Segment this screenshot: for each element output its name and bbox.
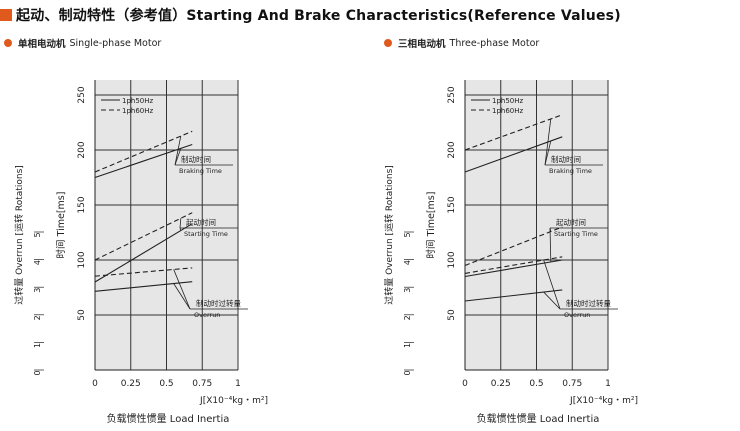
x-tick-label: 0.75 [192, 379, 212, 389]
annotation-leader-line [173, 269, 191, 310]
time-tick-label: 150 [447, 196, 457, 213]
annotation-leader-line [174, 136, 182, 166]
legend-label: 1ph50Hz [492, 97, 524, 105]
annotation-label-en: Starting Time [184, 230, 228, 238]
annotation-leader-line [549, 227, 552, 232]
legend-label: 1ph60Hz [492, 107, 524, 115]
panel-label-cn: 三相电动机 [398, 39, 446, 50]
series-line [94, 130, 193, 173]
time-axis-title: 时间 Time[ms] [55, 192, 67, 259]
series-line [464, 136, 563, 173]
annotation-label-en: Overrun [194, 311, 220, 319]
overrun-tick-label: 3 [403, 288, 412, 293]
annotation-label-cn: 起动时间 [556, 217, 586, 227]
bullet-dot-icon [4, 39, 12, 47]
annotation-label-en: Starting Time [554, 230, 598, 238]
time-tick-label: 250 [77, 86, 87, 103]
header-square-icon [0, 9, 12, 21]
time-tick-label: 200 [447, 141, 457, 158]
series-line [464, 256, 563, 274]
annotation-label-cn: 起动时间 [186, 217, 216, 227]
annotation-label-cn: 制动时过转量 [566, 298, 611, 308]
overrun-axis-title: 过转量 Overrun [运转 Rotations] [383, 165, 395, 305]
annotation-leader-line [179, 227, 182, 231]
x-tick-label: 1 [235, 379, 241, 389]
series-line [464, 289, 563, 302]
time-tick-label: 150 [77, 196, 87, 213]
series-line [464, 259, 563, 278]
series-line [464, 114, 563, 151]
time-axis-title: 时间 Time[ms] [425, 192, 437, 259]
overrun-tick-label: 2 [33, 315, 42, 320]
panel-label-en: Single-phase Motor [69, 37, 162, 49]
legend-label: 1ph50Hz [122, 97, 154, 105]
annotation-label-en: Braking Time [549, 167, 592, 175]
time-tick-label: 50 [447, 309, 457, 321]
annotation-leader-line [543, 259, 561, 310]
x-tick-label: 0 [92, 379, 98, 389]
annotation-leader-line [179, 218, 182, 229]
overrun-tick-label: 5 [403, 232, 412, 237]
overrun-tick-label: 3 [33, 288, 42, 293]
overrun-tick-label: 1 [33, 343, 42, 348]
annotation-label-cn: 制动时间 [181, 154, 211, 164]
overrun-tick-label: 2 [403, 315, 412, 320]
overrun-tick-label: 0 [403, 370, 412, 375]
annotation-label-cn: 制动时过转量 [196, 298, 241, 308]
time-tick-label: 250 [447, 86, 457, 103]
overrun-tick-label: 4 [403, 260, 412, 265]
annotation-label-cn: 制动时间 [551, 154, 581, 164]
overrun-tick-label: 5 [33, 232, 42, 237]
x-axis-title: J[X10⁻⁴kg・m²] [569, 396, 638, 406]
x-tick-label: 0.25 [121, 379, 141, 389]
x-tick-label: 0.5 [159, 379, 173, 389]
time-tick-label: 50 [77, 309, 87, 321]
x-tick-label: 0.5 [529, 379, 543, 389]
annotation-leader-line [173, 283, 191, 310]
annotation-leader-line [543, 291, 561, 310]
time-tick-label: 100 [447, 251, 457, 268]
overrun-tick-label: 0 [33, 370, 42, 375]
series-line [464, 226, 563, 267]
annotation-leader-line [544, 140, 552, 166]
series-line [94, 281, 193, 292]
annotation-label-en: Braking Time [179, 167, 222, 175]
panel-label-three: 三相电动机 Three-phase Motor [384, 36, 539, 50]
series-line [94, 223, 193, 283]
panel-label-en: Three-phase Motor [449, 37, 540, 49]
time-tick-label: 200 [77, 141, 87, 158]
overrun-axis-title: 过转量 Overrun [运转 Rotations] [13, 165, 25, 305]
overrun-tick-label: 4 [33, 260, 42, 265]
x-tick-label: 0.25 [491, 379, 511, 389]
panel-label-single: 单相电动机 Single-phase Motor [4, 36, 161, 50]
annotation-label-en: Overrun [564, 311, 590, 319]
x-tick-label: 0.75 [562, 379, 582, 389]
panel-label-cn: 单相电动机 [18, 39, 66, 50]
series-line [94, 267, 193, 277]
x-axis-bottom-title: 负载惯性惯量 Load Inertia [107, 412, 230, 425]
legend-label: 1ph60Hz [122, 107, 154, 115]
bullet-dot-icon [384, 39, 392, 47]
overrun-tick-label: 1 [403, 343, 412, 348]
series-line [94, 143, 193, 179]
time-tick-label: 100 [77, 251, 87, 268]
page-title: 起动、制动特性（参考值）Starting And Brake Character… [16, 8, 621, 24]
annotation-leader-line [549, 227, 552, 262]
x-tick-label: 0 [462, 379, 468, 389]
annotation-leader-line [544, 118, 552, 166]
x-axis-bottom-title: 负载惯性惯量 Load Inertia [477, 412, 600, 425]
x-axis-title: J[X10⁻⁴kg・m²] [199, 396, 268, 406]
series-line [94, 212, 193, 261]
x-tick-label: 1 [605, 379, 611, 389]
annotation-leader-line [174, 148, 182, 166]
page-header: 起动、制动特性（参考值）Starting And Brake Character… [0, 4, 621, 26]
